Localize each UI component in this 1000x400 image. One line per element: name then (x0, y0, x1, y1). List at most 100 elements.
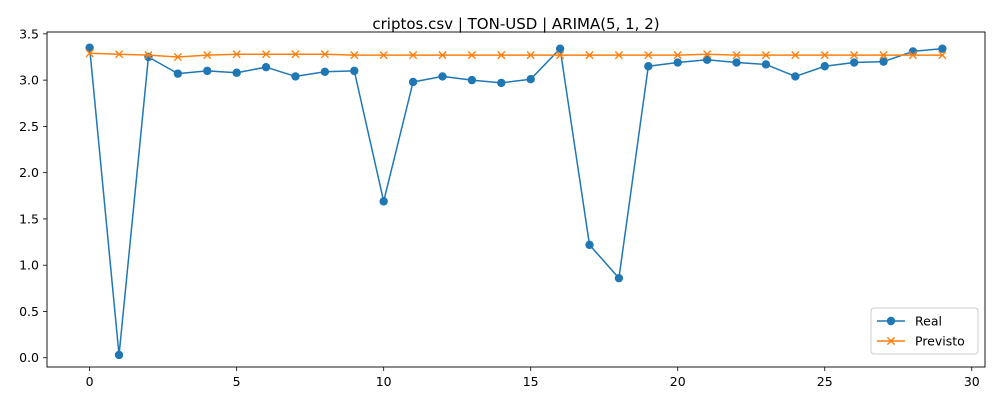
data-point-previsto (850, 51, 859, 60)
x-marker-stroke (408, 51, 418, 60)
x-marker-stroke (820, 51, 829, 60)
x-marker-stroke (350, 51, 359, 60)
y-tick-label: 2.0 (19, 165, 39, 180)
data-point-previsto (791, 51, 800, 60)
legend: Real Previsto (870, 307, 979, 355)
data-point-previsto (438, 51, 447, 60)
x-marker-stroke (614, 51, 624, 60)
data-point-real (497, 78, 506, 88)
data-point-real (761, 60, 771, 69)
x-tick-label: 20 (670, 374, 686, 389)
data-point-real (526, 74, 535, 84)
legend-label-previsto: Previsto (915, 334, 965, 349)
data-point-real (173, 69, 183, 78)
data-point-real (820, 62, 829, 71)
data-point-real (320, 67, 330, 76)
data-point-previsto (556, 51, 565, 60)
data-point-real (555, 44, 565, 53)
x-marker-stroke (203, 51, 212, 60)
x-marker-stroke (85, 49, 94, 58)
data-point-real (350, 66, 359, 76)
data-point-previsto (350, 51, 359, 60)
data-point-real (732, 58, 741, 67)
y-tick-label: 3.5 (19, 26, 39, 41)
legend-box (870, 307, 979, 355)
data-point-real (291, 72, 300, 81)
data-point-real (114, 350, 124, 360)
x-marker-stroke (938, 51, 947, 60)
data-point-previsto (320, 50, 329, 59)
chart-title: criptos.csv | TON-USD | ARIMA(5, 1, 2) (372, 15, 659, 33)
legend-label-real: Real (915, 314, 942, 329)
data-point-previsto (673, 51, 682, 60)
x-marker-stroke (173, 52, 182, 62)
x-marker-stroke (791, 51, 800, 60)
series-lines (85, 43, 947, 360)
data-point-real (203, 66, 212, 76)
x-marker-stroke (114, 50, 124, 59)
plot-frame (46, 31, 986, 368)
data-point-real (644, 62, 653, 71)
data-point-previsto (908, 51, 918, 60)
x-tick-label: 30 (964, 374, 980, 389)
data-point-real (438, 72, 447, 81)
x-marker-stroke (438, 51, 447, 60)
data-point-previsto (879, 51, 888, 60)
data-point-real (938, 44, 947, 53)
data-point-previsto (114, 50, 124, 59)
series-line-previsto (89, 52, 943, 58)
x-marker-stroke (261, 50, 271, 59)
legend-marker-real (886, 316, 896, 326)
x-tick-label: 10 (376, 374, 392, 389)
y-tick-label: 1.0 (19, 258, 39, 273)
data-point-previsto (732, 51, 741, 60)
x-marker-stroke (556, 51, 565, 60)
data-point-previsto (144, 51, 153, 60)
data-point-real (673, 58, 682, 67)
y-tick-label: 0.0 (19, 350, 39, 365)
y-tick-label: 3.0 (19, 73, 39, 88)
x-tick-label: 25 (817, 374, 833, 389)
x-marker-stroke (850, 51, 859, 60)
x-tick-label: 5 (233, 374, 241, 389)
x-marker-stroke (732, 51, 741, 60)
x-marker-stroke (886, 336, 896, 346)
x-marker-stroke (467, 51, 476, 60)
x-tick-label: 15 (523, 374, 539, 389)
data-point-previsto (261, 50, 271, 59)
data-point-previsto (938, 51, 947, 60)
data-point-previsto (703, 50, 712, 59)
x-marker-stroke (232, 50, 241, 59)
data-point-real (408, 77, 418, 87)
data-point-previsto (585, 51, 594, 60)
data-point-real (702, 55, 712, 64)
x-marker-stroke (908, 51, 918, 60)
data-point-previsto (173, 52, 182, 62)
data-point-real (85, 43, 94, 52)
data-point-previsto (614, 51, 624, 60)
y-tick-label: 0.5 (19, 304, 39, 319)
data-point-previsto (820, 51, 829, 60)
x-marker-stroke (703, 50, 712, 59)
data-point-previsto (379, 51, 388, 60)
series-line-real (88, 47, 943, 356)
x-marker-stroke (291, 50, 300, 59)
data-point-real (467, 75, 477, 85)
x-marker-stroke (379, 51, 388, 60)
data-point-real (791, 72, 800, 81)
data-point-real (879, 57, 888, 66)
x-marker-stroke (673, 51, 682, 60)
data-point-real (261, 62, 271, 72)
data-point-previsto (85, 49, 94, 58)
data-point-previsto (761, 51, 771, 60)
x-marker-stroke (144, 51, 153, 60)
x-marker-stroke (497, 51, 506, 60)
y-tick-label: 2.5 (19, 119, 39, 134)
data-point-previsto (467, 51, 476, 60)
data-point-real (849, 58, 859, 67)
data-point-previsto (526, 51, 535, 60)
data-point-real (144, 52, 153, 62)
data-point-previsto (291, 50, 300, 59)
data-point-previsto (644, 51, 653, 60)
